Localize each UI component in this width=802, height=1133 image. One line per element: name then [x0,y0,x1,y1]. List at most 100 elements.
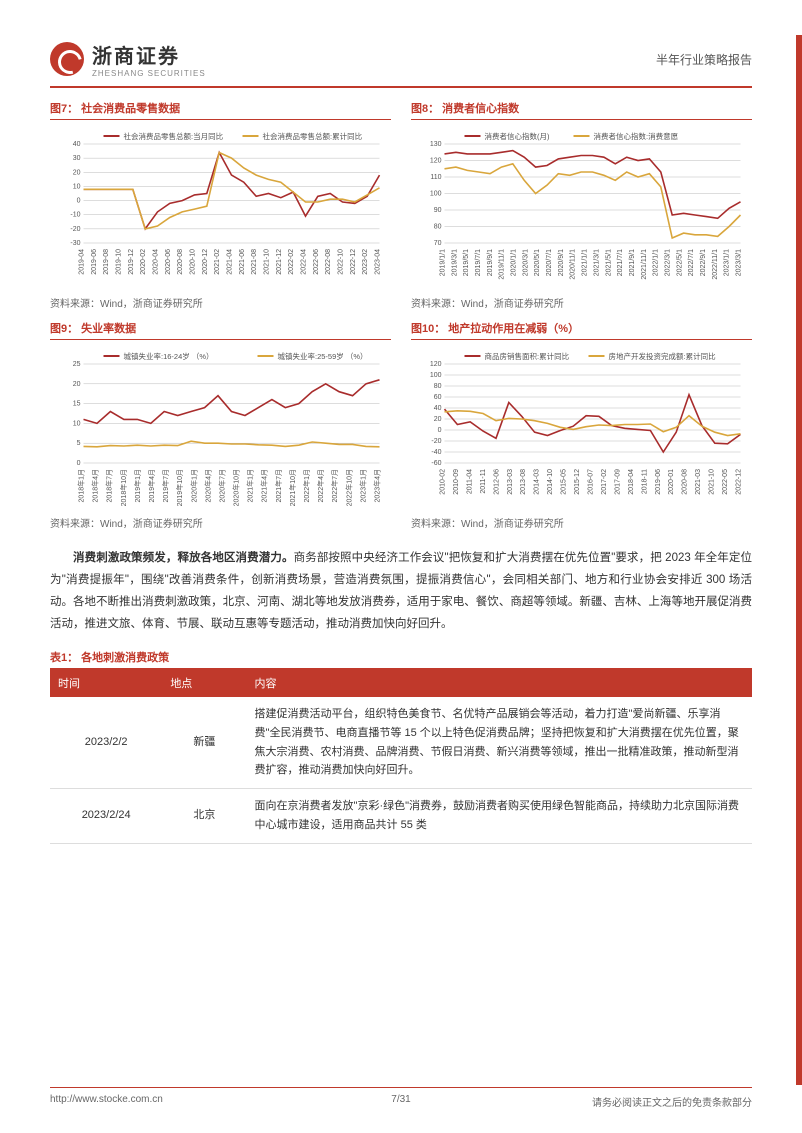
svg-text:2014-10: 2014-10 [547,469,554,495]
chart-10-svg: -60-40-200204060801001202010-022010-0920… [411,346,752,511]
table-cell: 2023/2/2 [50,697,162,788]
svg-text:社会消费品零售总额:当月同比: 社会消费品零售总额:当月同比 [124,131,224,141]
svg-text:40: 40 [73,141,81,148]
svg-text:-20: -20 [70,226,80,233]
svg-text:2022/1/1: 2022/1/1 [653,249,660,276]
table-1-title: 表1： 各地刺激消费政策 [50,649,752,669]
svg-text:2022-02: 2022-02 [288,249,295,275]
svg-text:2021年10月: 2021年10月 [288,469,297,506]
svg-text:2020-08: 2020-08 [177,249,184,275]
chart-7: 图7： 社会消费品零售数据 -30-20-100102030402019-042… [50,100,391,310]
table-cell: 2023/2/24 [50,789,162,843]
svg-text:2021/5/1: 2021/5/1 [605,249,612,276]
svg-text:2017-09: 2017-09 [614,469,621,495]
svg-text:2015-05: 2015-05 [561,469,568,495]
page-footer: http://www.stocke.com.cn 7/31 请务必阅读正文之后的… [50,1087,752,1109]
svg-text:2019-06: 2019-06 [91,249,98,275]
chart-7-title: 图7： 社会消费品零售数据 [50,100,391,120]
footer-url: http://www.stocke.com.cn [50,1094,163,1109]
svg-text:城镇失业率:25-59岁 （%）: 城镇失业率:25-59岁 （%） [278,351,368,361]
page-header: 浙商证券 ZHESHANG SECURITIES 半年行业策略报告 [50,40,752,88]
svg-text:城镇失业率:16-24岁 （%）: 城镇失业率:16-24岁 （%） [124,351,214,361]
svg-text:2021/9/1: 2021/9/1 [629,249,636,276]
svg-text:2019-12: 2019-12 [128,249,135,275]
svg-text:2021-03: 2021-03 [695,469,702,495]
svg-text:2019/3/1: 2019/3/1 [451,249,458,276]
svg-text:-10: -10 [70,212,80,219]
chart-9-svg: 05101520252018年1月2018年4月2018年7月2018年10月2… [50,346,391,511]
svg-text:2019年4月: 2019年4月 [147,469,156,502]
svg-text:70: 70 [434,240,442,247]
svg-text:120: 120 [430,158,442,165]
table-cell: 面向在京消费者发放"京彩·绿色"消费券，鼓励消费者购买使用绿色智能商品，持续助力… [247,789,752,843]
svg-text:100: 100 [430,372,442,379]
svg-text:10: 10 [73,420,81,427]
svg-text:20: 20 [434,416,442,423]
svg-text:2020-06: 2020-06 [165,249,172,275]
svg-text:2022-12: 2022-12 [736,469,743,495]
chart-8-source: 资料来源：Wind，浙商证券研究所 [411,295,752,310]
svg-text:15: 15 [73,401,81,408]
svg-text:2018-11: 2018-11 [641,469,648,494]
svg-text:2019-10: 2019-10 [116,249,123,275]
svg-text:5: 5 [77,440,81,447]
svg-text:2022/7/1: 2022/7/1 [688,249,695,276]
svg-text:2021年1月: 2021年1月 [246,469,255,502]
logo-block: 浙商证券 ZHESHANG SECURITIES [50,40,206,78]
svg-text:2019-04: 2019-04 [79,249,86,275]
chart-9-title: 图9： 失业率数据 [50,320,391,340]
svg-text:2019/9/1: 2019/9/1 [487,249,494,276]
svg-text:2020年10月: 2020年10月 [232,469,241,506]
svg-text:80: 80 [434,383,442,390]
chart-8: 图8： 消费者信心指数 7080901001101201302019/1/120… [411,100,752,310]
svg-text:2020-12: 2020-12 [202,249,209,275]
body-paragraph: 消费刺激政策频发，释放各地区消费潜力。商务部按照中央经济工作会议"把恢复和扩大消… [50,548,752,635]
svg-text:2010-09: 2010-09 [453,469,460,495]
svg-text:110: 110 [430,174,441,181]
svg-text:2016-07: 2016-07 [588,469,595,495]
svg-text:2023-02: 2023-02 [362,249,369,275]
svg-text:2021-04: 2021-04 [227,249,234,275]
chart-7-svg: -30-20-100102030402019-042019-062019-082… [50,126,391,291]
chart-7-source: 资料来源：Wind，浙商证券研究所 [50,295,391,310]
chart-10: 图10： 地产拉动作用在减弱（%） -60-40-200204060801001… [411,320,752,530]
svg-text:100: 100 [430,191,442,198]
svg-text:2022年4月: 2022年4月 [316,469,325,502]
svg-text:0: 0 [77,198,81,205]
table-cell: 新疆 [162,697,246,788]
svg-text:2018年10月: 2018年10月 [119,469,128,506]
side-red-bar [796,35,802,1085]
svg-text:2021年4月: 2021年4月 [260,469,269,502]
svg-text:2022年10月: 2022年10月 [344,469,353,506]
table-cell: 北京 [162,789,246,843]
svg-text:20: 20 [73,169,81,176]
svg-text:-30: -30 [70,240,80,247]
svg-text:2022/11/1: 2022/11/1 [712,249,719,280]
svg-text:2020年1月: 2020年1月 [189,469,198,502]
svg-text:2020/3/1: 2020/3/1 [522,249,529,276]
svg-text:2019/7/1: 2019/7/1 [475,249,482,276]
svg-text:2020年4月: 2020年4月 [203,469,212,502]
svg-text:2017-02: 2017-02 [601,469,608,495]
svg-text:2021/11/1: 2021/11/1 [641,249,648,280]
svg-text:2019年1月: 2019年1月 [133,469,142,502]
svg-text:2020/1/1: 2020/1/1 [511,249,518,276]
svg-text:130: 130 [430,141,442,148]
svg-text:2020-08: 2020-08 [682,469,689,495]
table-header-cell: 内容 [247,669,752,697]
svg-text:2020/9/1: 2020/9/1 [558,249,565,276]
svg-text:2018年7月: 2018年7月 [105,469,114,502]
svg-text:2023/1/1: 2023/1/1 [724,249,731,276]
svg-text:2022/3/1: 2022/3/1 [664,249,671,276]
svg-text:消费者信心指数:消费意愿: 消费者信心指数:消费意愿 [594,131,679,141]
charts-grid: 图7： 社会消费品零售数据 -30-20-100102030402019-042… [50,100,752,530]
svg-text:2011-04: 2011-04 [466,469,473,494]
svg-text:2022-04: 2022-04 [301,249,308,275]
footer-page: 7/31 [391,1094,410,1105]
svg-text:2021/3/1: 2021/3/1 [593,249,600,276]
table-header-cell: 地点 [162,669,246,697]
svg-text:2020-04: 2020-04 [153,249,160,275]
svg-text:2020年7月: 2020年7月 [217,469,226,502]
table-cell: 搭建促消费活动平台，组织特色美食节、名优特产品展销会等活动，着力打造"爱尚新疆、… [247,697,752,788]
chart-9: 图9： 失业率数据 05101520252018年1月2018年4月2018年7… [50,320,391,530]
